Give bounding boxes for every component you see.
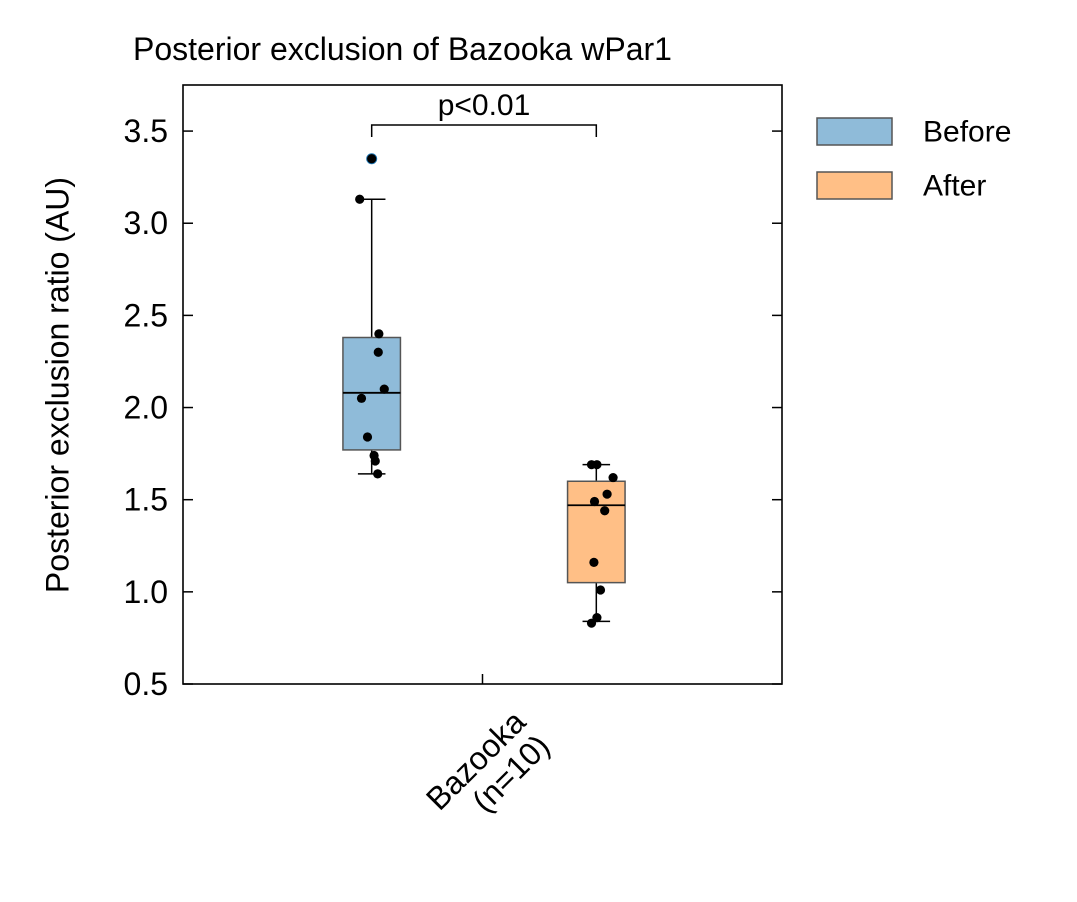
data-point — [602, 489, 612, 499]
data-point — [373, 469, 383, 479]
data-point — [374, 329, 384, 339]
legend-swatch-after — [816, 171, 893, 200]
box-before — [342, 336, 402, 451]
x-tick-label: Bazooka(n=10) — [419, 703, 557, 841]
data-point — [367, 154, 377, 164]
box-group-before — [342, 153, 402, 479]
legend-swatch-before — [816, 117, 893, 146]
y-tick-label: 3.5 — [124, 113, 168, 149]
legend-label-after: After — [923, 170, 986, 203]
data-point — [600, 506, 610, 516]
box-group-after — [566, 460, 626, 628]
data-point — [592, 460, 602, 470]
data-point — [608, 472, 618, 483]
chart-title: Posterior exclusion of Bazooka wPar1 — [133, 31, 672, 67]
y-axis-label: Posterior exclusion ratio (AU) — [39, 177, 75, 593]
y-tick-label: 2.5 — [124, 297, 168, 333]
data-point — [595, 585, 606, 595]
data-point — [379, 384, 389, 394]
box-after — [566, 480, 626, 584]
plot-area: 0.5 1.0 1.5 2.0 2.5 3.0 3.5 Bazooka(n=10) p<0.01 — [124, 84, 783, 841]
data-point — [362, 432, 373, 442]
y-tick-label: 3.0 — [124, 205, 168, 241]
data-point — [586, 618, 597, 628]
data-point — [370, 456, 380, 466]
y-tick-label: 0.5 — [124, 666, 168, 702]
y-tick-label: 2.0 — [124, 390, 168, 426]
data-point — [373, 347, 383, 357]
data-point — [356, 393, 367, 403]
y-tick-label: 1.0 — [124, 574, 168, 610]
y-tick-label: 1.5 — [124, 482, 168, 518]
data-point — [589, 557, 599, 567]
significance-label: p<0.01 — [438, 89, 531, 122]
axes-frame — [182, 84, 783, 685]
significance-bracket — [370, 124, 598, 137]
data-point — [355, 194, 365, 204]
legend-label-before: Before — [923, 116, 1011, 149]
data-point — [589, 496, 600, 507]
legend: Before After — [816, 116, 1011, 203]
